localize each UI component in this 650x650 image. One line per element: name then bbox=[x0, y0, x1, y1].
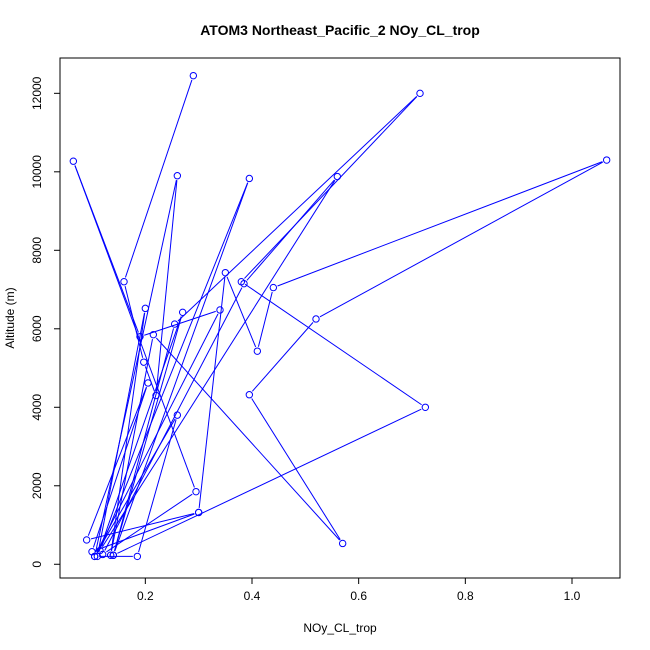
data-point bbox=[82, 536, 91, 544]
y-axis: 0 2000 4000 6000 8000 10000 12000 bbox=[30, 76, 61, 568]
data-point bbox=[416, 89, 424, 98]
series-segment bbox=[257, 291, 273, 347]
series-segment bbox=[277, 161, 603, 287]
data-point bbox=[88, 548, 96, 556]
data-point bbox=[120, 277, 128, 286]
data-point bbox=[421, 403, 430, 411]
data-point bbox=[136, 332, 144, 341]
series-segment bbox=[114, 316, 182, 552]
series-segment bbox=[111, 339, 153, 551]
x-axis: 0.2 0.4 0.6 0.8 1.0 bbox=[137, 577, 581, 603]
data-point bbox=[245, 391, 254, 399]
x-axis-label: NOy_CL_trop bbox=[303, 621, 377, 635]
data-point bbox=[189, 71, 198, 80]
series-segment bbox=[244, 96, 418, 279]
y-tick-label: 12000 bbox=[30, 76, 44, 110]
y-tick-label: 2000 bbox=[30, 472, 44, 499]
data-point bbox=[170, 320, 179, 328]
data-point bbox=[133, 552, 142, 561]
data-point bbox=[106, 551, 115, 559]
data-point bbox=[333, 172, 342, 181]
data-point bbox=[96, 546, 104, 555]
data-point bbox=[245, 174, 254, 183]
data-point bbox=[269, 283, 278, 292]
series-layer bbox=[69, 71, 611, 561]
data-point bbox=[173, 411, 182, 419]
series-segment bbox=[124, 79, 193, 278]
series-segment bbox=[96, 513, 195, 551]
series-segment bbox=[97, 312, 145, 553]
x-tick-label: 0.2 bbox=[137, 589, 154, 603]
data-point bbox=[237, 277, 246, 286]
series-segment bbox=[101, 182, 249, 547]
data-point bbox=[253, 347, 262, 355]
data-point bbox=[152, 391, 160, 400]
series-segment bbox=[117, 408, 422, 554]
data-point bbox=[93, 552, 102, 561]
series-segment bbox=[198, 277, 226, 509]
series-segment bbox=[226, 276, 257, 348]
data-point bbox=[192, 487, 200, 496]
series-segment bbox=[87, 386, 147, 536]
y-axis-label: Altitude (m) bbox=[3, 287, 17, 348]
data-point bbox=[149, 330, 158, 339]
data-point bbox=[144, 379, 152, 387]
y-tick-label: 0 bbox=[30, 561, 44, 568]
series-segment bbox=[177, 96, 418, 322]
data-point bbox=[312, 315, 320, 323]
y-tick-label: 8000 bbox=[30, 237, 44, 264]
data-point bbox=[338, 539, 347, 548]
series-segment bbox=[155, 337, 341, 541]
data-point bbox=[141, 304, 150, 313]
data-point bbox=[221, 268, 230, 277]
x-tick-label: 0.6 bbox=[350, 589, 367, 603]
chart-title: ATOM3 Northeast_Pacific_2 NOy_CL_trop bbox=[200, 22, 480, 38]
series-segment bbox=[251, 398, 341, 540]
data-point bbox=[109, 551, 118, 559]
series-segment bbox=[110, 312, 146, 551]
series-segment bbox=[114, 328, 174, 552]
series-segment bbox=[244, 283, 422, 406]
y-tick-label: 4000 bbox=[30, 394, 44, 421]
data-point bbox=[173, 172, 182, 180]
series-segment bbox=[319, 161, 603, 318]
data-point bbox=[216, 306, 224, 314]
series-segment bbox=[92, 387, 148, 548]
x-tick-label: 0.4 bbox=[244, 589, 261, 603]
data-point bbox=[602, 156, 611, 164]
data-point bbox=[194, 508, 203, 517]
y-tick-label: 10000 bbox=[30, 155, 44, 189]
series-segment bbox=[101, 180, 336, 547]
data-point bbox=[140, 358, 148, 366]
x-tick-label: 0.8 bbox=[457, 589, 474, 603]
data-point bbox=[178, 308, 187, 317]
series-segment bbox=[95, 180, 177, 553]
series-segment bbox=[138, 419, 177, 553]
y-tick-label: 6000 bbox=[30, 315, 44, 342]
series-segment bbox=[155, 180, 178, 392]
series-segment bbox=[251, 322, 314, 392]
data-point bbox=[69, 157, 78, 165]
x-tick-label: 1.0 bbox=[564, 589, 581, 603]
series-segment bbox=[98, 316, 182, 553]
series-segment bbox=[90, 513, 195, 540]
series-segment bbox=[114, 182, 249, 552]
series-segment bbox=[106, 493, 193, 553]
